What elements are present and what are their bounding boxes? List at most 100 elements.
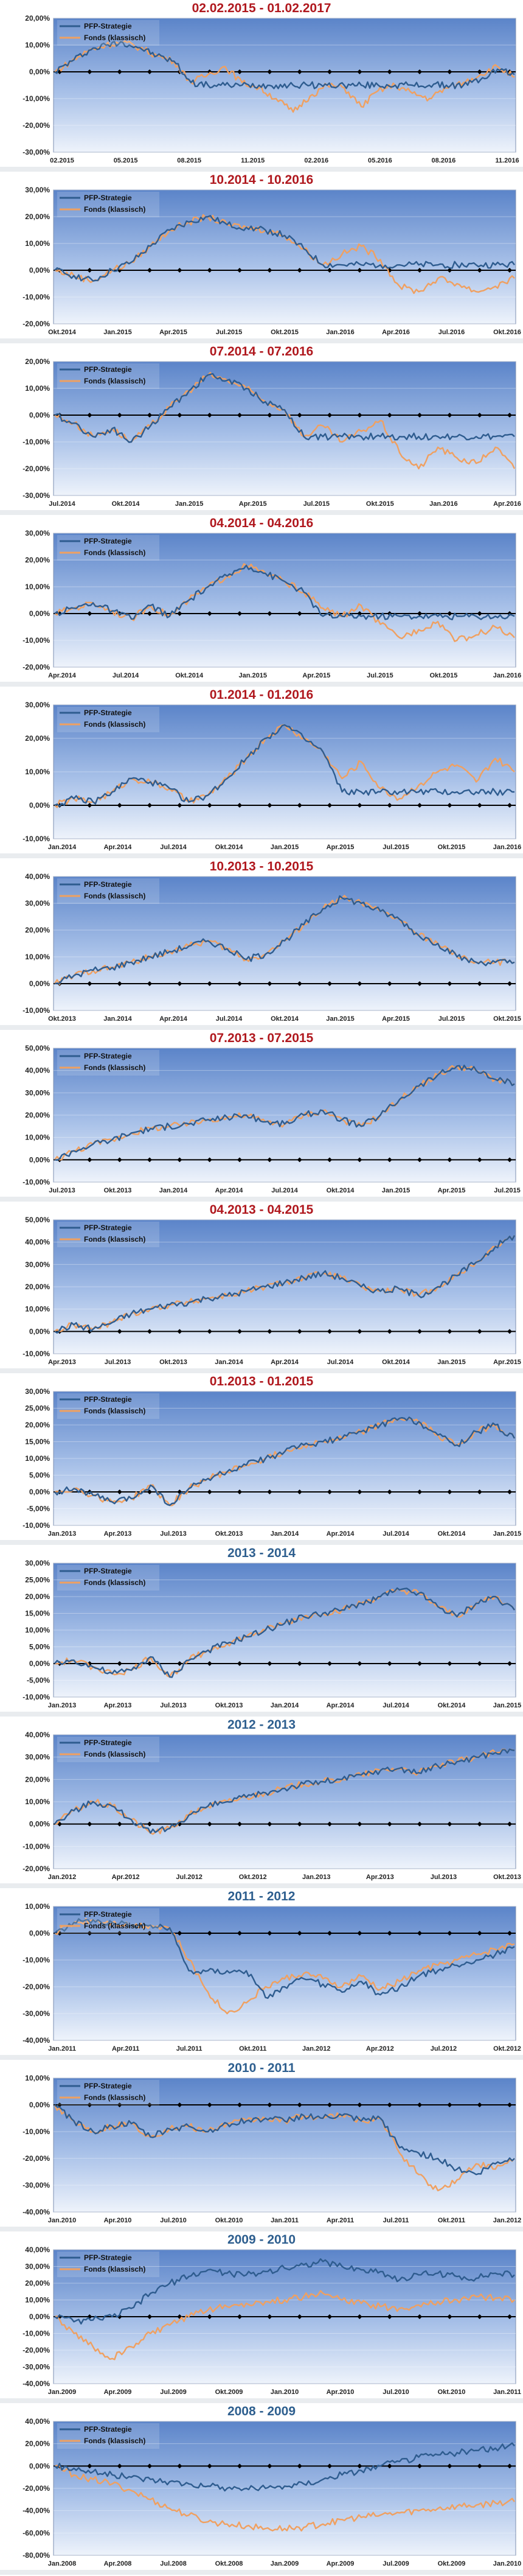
legend: PFP-Strategie Fonds (klassisch) (57, 2423, 159, 2449)
zero-line-marker (327, 803, 332, 808)
zero-line-marker (207, 1157, 212, 1163)
zero-line-marker (177, 2463, 182, 2469)
y-tick-label: -30,00% (23, 2181, 50, 2189)
y-tick-label: 40,00% (25, 2245, 50, 2254)
x-tick-label: Jul.2008 (160, 2560, 186, 2567)
x-tick-label: Jan.2009 (48, 2389, 76, 2396)
x-tick-label: Jul.2015 (216, 329, 242, 336)
zero-line-marker (447, 1661, 452, 1666)
x-tick-label: Apr.2014 (327, 1530, 355, 1538)
y-tick-label: -40,00% (23, 2507, 50, 2515)
legend-label: Fonds (klassisch) (84, 1750, 145, 1759)
x-tick-label: Okt.2009 (438, 2560, 466, 2567)
zero-line-marker (207, 1661, 212, 1666)
zero-line-marker (117, 1489, 122, 1494)
y-tick-label: -20,00% (23, 2346, 50, 2354)
panel-separator (0, 853, 523, 858)
legend-label: PFP-Strategie (84, 880, 132, 889)
series-line (54, 373, 515, 443)
y-tick-label: 0,00% (29, 1820, 50, 1829)
x-tick-label: Okt.2013 (48, 1015, 76, 1023)
chart-panel: 2012 - 2013 40,00% 30,00% 20,00% 10,00% 0,00%… (0, 1717, 523, 1888)
x-tick-label: 08.2016 (432, 157, 456, 164)
zero-line-marker (477, 1329, 482, 1334)
panel-separator (0, 1540, 523, 1545)
chart-panel: 07.2014 - 07.2016 20,00% 10,00% 0,00% -10,00… (0, 343, 523, 515)
y-tick-label: 0,00% (29, 1327, 50, 1335)
x-tick-label: Jan.2015 (103, 329, 131, 336)
chart-svg: 10,00%0,00%-10,00%-20,00%-30,00%-40,00%J… (23, 1902, 521, 2053)
y-tick-label: -10,00% (23, 636, 50, 645)
x-tick-label: Jan.2015 (382, 1187, 410, 1194)
zero-line-marker (297, 413, 302, 418)
y-tick-label: -10,00% (23, 293, 50, 301)
x-tick-label: Okt.2014 (327, 1187, 355, 1194)
x-tick-label: Jan.2015 (326, 1015, 354, 1023)
chart-svg: 40,00%30,00%20,00%10,00%0,00%-10,00%Okt.… (23, 872, 521, 1023)
zero-line-marker (447, 803, 452, 808)
zero-line-marker (237, 2463, 242, 2469)
zero-line-marker (297, 2102, 302, 2107)
series-line (54, 41, 515, 89)
x-tick-label: Apr.2015 (239, 500, 267, 508)
zero-line-marker (327, 1329, 332, 1334)
series-line (54, 1065, 515, 1161)
chart-panel: 2013 - 2014 30,00% 25,00% 20,00% 15,00% 10,00… (0, 1545, 523, 1717)
y-tick-label: 10,00% (25, 384, 50, 393)
legend-label: PFP-Strategie (84, 22, 132, 30)
x-tick-label: Okt.2016 (493, 329, 521, 336)
zero-line-marker (177, 1661, 182, 1666)
series-line (54, 2442, 515, 2492)
x-tick-label: Jul.2009 (160, 2389, 186, 2396)
x-tick-label: 02.2015 (50, 157, 74, 164)
panel-separator (0, 2570, 523, 2575)
zero-line-marker (387, 1661, 392, 1666)
zero-line-marker (177, 803, 182, 808)
zero-line-marker (387, 2314, 392, 2319)
x-tick-label: Okt.2010 (215, 2217, 243, 2224)
x-tick-label: Okt.2013 (104, 1187, 132, 1194)
zero-line-marker (117, 981, 122, 986)
x-tick-label: Apr.2015 (302, 672, 330, 679)
zero-line-marker (387, 2102, 392, 2107)
zero-line-marker (387, 2463, 392, 2469)
x-tick-label: Jan.2009 (271, 2560, 299, 2567)
y-tick-label: 40,00% (25, 1731, 50, 1739)
zero-line-marker (237, 1661, 242, 1666)
zero-line-marker (357, 413, 362, 418)
y-tick-label: 10,00% (25, 1133, 50, 1142)
legend-label: Fonds (klassisch) (84, 2265, 145, 2273)
legend: PFP-Strategie Fonds (klassisch) (57, 1222, 159, 1247)
x-tick-label: Jul.2014 (327, 1359, 354, 1366)
zero-line-marker (357, 2314, 362, 2319)
chart-title: 04.2014 - 04.2016 (209, 516, 314, 530)
zero-line-marker (477, 611, 482, 616)
zero-line-marker (477, 2314, 482, 2319)
legend-box (57, 2423, 159, 2449)
zero-line-marker (417, 413, 422, 418)
legend-label: PFP-Strategie (84, 2082, 132, 2090)
series-line (54, 895, 515, 985)
zero-line-marker (447, 268, 452, 273)
legend: PFP-Strategie Fonds (klassisch) (57, 1565, 159, 1591)
y-tick-label: -10,00% (23, 1178, 50, 1186)
zero-line-marker (177, 1157, 182, 1163)
zero-line-marker (147, 268, 152, 273)
zero-line-marker (267, 803, 272, 808)
x-tick-label: Apr.2013 (48, 1359, 76, 1366)
zero-line-marker (297, 1157, 302, 1163)
plot-area (53, 1563, 516, 1698)
y-tick-label: -80,00% (23, 2551, 50, 2560)
x-tick-label: Jan.2015 (437, 1359, 465, 1366)
x-tick-label: Okt.2013 (215, 1702, 243, 1709)
zero-line-marker (267, 2102, 272, 2107)
zero-line-marker (237, 69, 242, 74)
zero-line-marker (447, 69, 452, 74)
zero-line-marker (447, 2314, 452, 2319)
x-tick-label: Okt.2009 (215, 2389, 243, 2396)
x-tick-label: Apr.2015 (382, 1015, 410, 1023)
zero-line-marker (417, 981, 422, 986)
x-tick-label: Jul.2013 (431, 1874, 457, 1881)
y-tick-label: -20,00% (23, 663, 50, 671)
zero-line-marker (117, 1821, 122, 1827)
